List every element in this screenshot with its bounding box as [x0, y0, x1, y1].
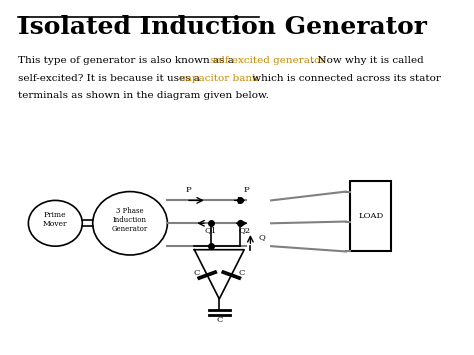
- Text: This type of generator is also known as a: This type of generator is also known as …: [18, 56, 237, 65]
- Text: P: P: [244, 186, 249, 193]
- Text: capacitor bank: capacitor bank: [180, 73, 258, 83]
- Bar: [350, 181, 392, 251]
- Text: Q2: Q2: [238, 226, 250, 234]
- Text: Q1: Q1: [205, 226, 217, 234]
- Text: C: C: [239, 269, 245, 277]
- Text: self excited generator: self excited generator: [210, 56, 325, 65]
- Text: Q: Q: [259, 233, 265, 241]
- Text: Isolated Induction Generator: Isolated Induction Generator: [18, 16, 427, 39]
- Text: which is connected across its stator: which is connected across its stator: [249, 73, 440, 83]
- Text: C: C: [193, 269, 200, 277]
- Text: LOAD: LOAD: [358, 212, 383, 220]
- Text: self-excited? It is because it uses a: self-excited? It is because it uses a: [18, 73, 203, 83]
- Text: C: C: [216, 316, 222, 324]
- Text: P: P: [185, 186, 191, 193]
- Text: Prime
Mover: Prime Mover: [43, 211, 68, 228]
- Text: 3 Phase
Induction
Generator: 3 Phase Induction Generator: [112, 207, 148, 233]
- Text: . Now why it is called: . Now why it is called: [311, 56, 424, 65]
- Text: terminals as shown in the diagram given below.: terminals as shown in the diagram given …: [18, 91, 269, 100]
